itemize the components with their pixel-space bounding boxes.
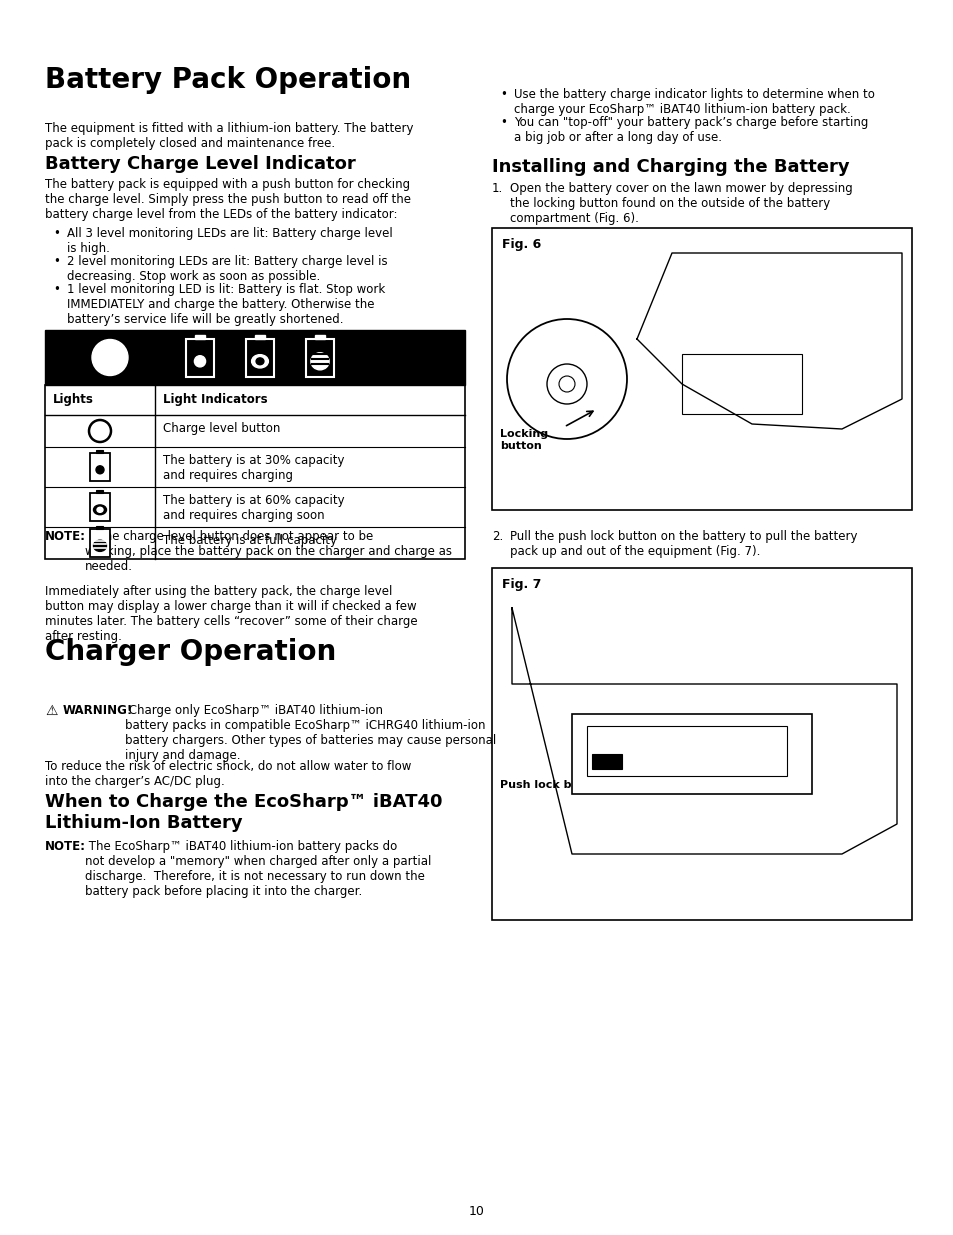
Bar: [45, 330, 464, 385]
Text: If the charge level button does not appear to be
working, place the battery pack: If the charge level button does not appe…: [85, 530, 452, 573]
Bar: [572, 714, 811, 794]
Text: Locking
button: Locking button: [499, 429, 548, 451]
Text: •: •: [499, 88, 506, 101]
Text: Fig. 6: Fig. 6: [501, 238, 540, 251]
Text: Charge level button: Charge level button: [163, 422, 280, 435]
Bar: [492, 568, 911, 920]
Text: The battery is at full capacity: The battery is at full capacity: [163, 534, 336, 547]
Bar: [96, 451, 103, 453]
Ellipse shape: [93, 540, 107, 551]
Bar: [90, 453, 110, 480]
Text: Push lock button: Push lock button: [499, 781, 605, 790]
Text: Charge only EcoSharp™ iBAT40 lithium-ion
battery packs in compatible EcoSharp™ i: Charge only EcoSharp™ iBAT40 lithium-ion…: [125, 704, 496, 762]
Text: •: •: [499, 116, 506, 128]
Text: NOTE:: NOTE:: [45, 840, 86, 853]
Text: Open the battery cover on the lawn mower by depressing
the locking button found : Open the battery cover on the lawn mower…: [510, 182, 852, 225]
Text: •: •: [53, 283, 60, 296]
Text: Light Indicators: Light Indicators: [163, 393, 268, 406]
Bar: [45, 385, 464, 559]
Bar: [254, 335, 265, 338]
Bar: [90, 529, 110, 557]
Text: Installing and Charging the Battery: Installing and Charging the Battery: [492, 158, 849, 177]
Ellipse shape: [311, 353, 329, 369]
Text: Fig. 7: Fig. 7: [501, 578, 540, 592]
Bar: [96, 490, 103, 493]
Text: Immediately after using the battery pack, the charge level
button may display a : Immediately after using the battery pack…: [45, 585, 417, 643]
Text: Pull the push lock button on the battery to pull the battery
pack up and out of : Pull the push lock button on the battery…: [510, 530, 857, 558]
Text: Battery Charge Level Indicator: Battery Charge Level Indicator: [45, 156, 355, 173]
Text: The battery is at 30% capacity
and requires charging: The battery is at 30% capacity and requi…: [163, 454, 344, 482]
Bar: [592, 755, 621, 769]
Bar: [492, 228, 911, 510]
Text: •: •: [53, 227, 60, 240]
Circle shape: [194, 356, 206, 367]
Bar: [681, 354, 801, 414]
Ellipse shape: [252, 354, 268, 368]
Text: Battery Pack Operation: Battery Pack Operation: [45, 65, 411, 94]
Text: Use the battery charge indicator lights to determine when to
charge your EcoShar: Use the battery charge indicator lights …: [514, 88, 874, 116]
Circle shape: [96, 466, 104, 474]
Text: The equipment is fitted with a lithium-ion battery. The battery
pack is complete: The equipment is fitted with a lithium-i…: [45, 122, 413, 149]
Text: WARNING!: WARNING!: [63, 704, 133, 718]
Text: 1.: 1.: [492, 182, 503, 195]
Text: ⚠: ⚠: [45, 704, 57, 718]
Bar: [314, 335, 325, 338]
Text: 10: 10: [469, 1205, 484, 1218]
Text: You can "top-off" your battery pack’s charge before starting
a big job or after : You can "top-off" your battery pack’s ch…: [514, 116, 867, 144]
Text: NOTE:: NOTE:: [45, 530, 86, 543]
Text: To reduce the risk of electric shock, do not allow water to flow
into the charge: To reduce the risk of electric shock, do…: [45, 760, 411, 788]
Bar: [195, 335, 205, 338]
Bar: [586, 726, 786, 776]
Ellipse shape: [97, 508, 103, 513]
Bar: [96, 526, 103, 529]
Text: When to Charge the EcoSharp™ iBAT40
Lithium-Ion Battery: When to Charge the EcoSharp™ iBAT40 Lith…: [45, 793, 442, 832]
Text: 2.: 2.: [492, 530, 503, 543]
Bar: [186, 338, 213, 377]
Text: Lights: Lights: [53, 393, 93, 406]
Bar: [246, 338, 274, 377]
Bar: [90, 493, 110, 521]
Text: The battery pack is equipped with a push button for checking
the charge level. S: The battery pack is equipped with a push…: [45, 178, 411, 221]
Circle shape: [91, 340, 128, 375]
Text: Charger Operation: Charger Operation: [45, 638, 335, 666]
Ellipse shape: [93, 505, 107, 515]
Text: The EcoSharp™ iBAT40 lithium-ion battery packs do
not develop a "memory" when ch: The EcoSharp™ iBAT40 lithium-ion battery…: [85, 840, 431, 898]
Text: 1 level monitoring LED is lit: Battery is flat. Stop work
IMMEDIATELY and charge: 1 level monitoring LED is lit: Battery i…: [67, 283, 385, 326]
Text: The battery is at 60% capacity
and requires charging soon: The battery is at 60% capacity and requi…: [163, 494, 344, 522]
Text: All 3 level monitoring LEDs are lit: Battery charge level
is high.: All 3 level monitoring LEDs are lit: Bat…: [67, 227, 393, 254]
Text: •: •: [53, 254, 60, 268]
Bar: [306, 338, 334, 377]
Ellipse shape: [255, 358, 264, 364]
Text: 2 level monitoring LEDs are lit: Battery charge level is
decreasing. Stop work a: 2 level monitoring LEDs are lit: Battery…: [67, 254, 387, 283]
